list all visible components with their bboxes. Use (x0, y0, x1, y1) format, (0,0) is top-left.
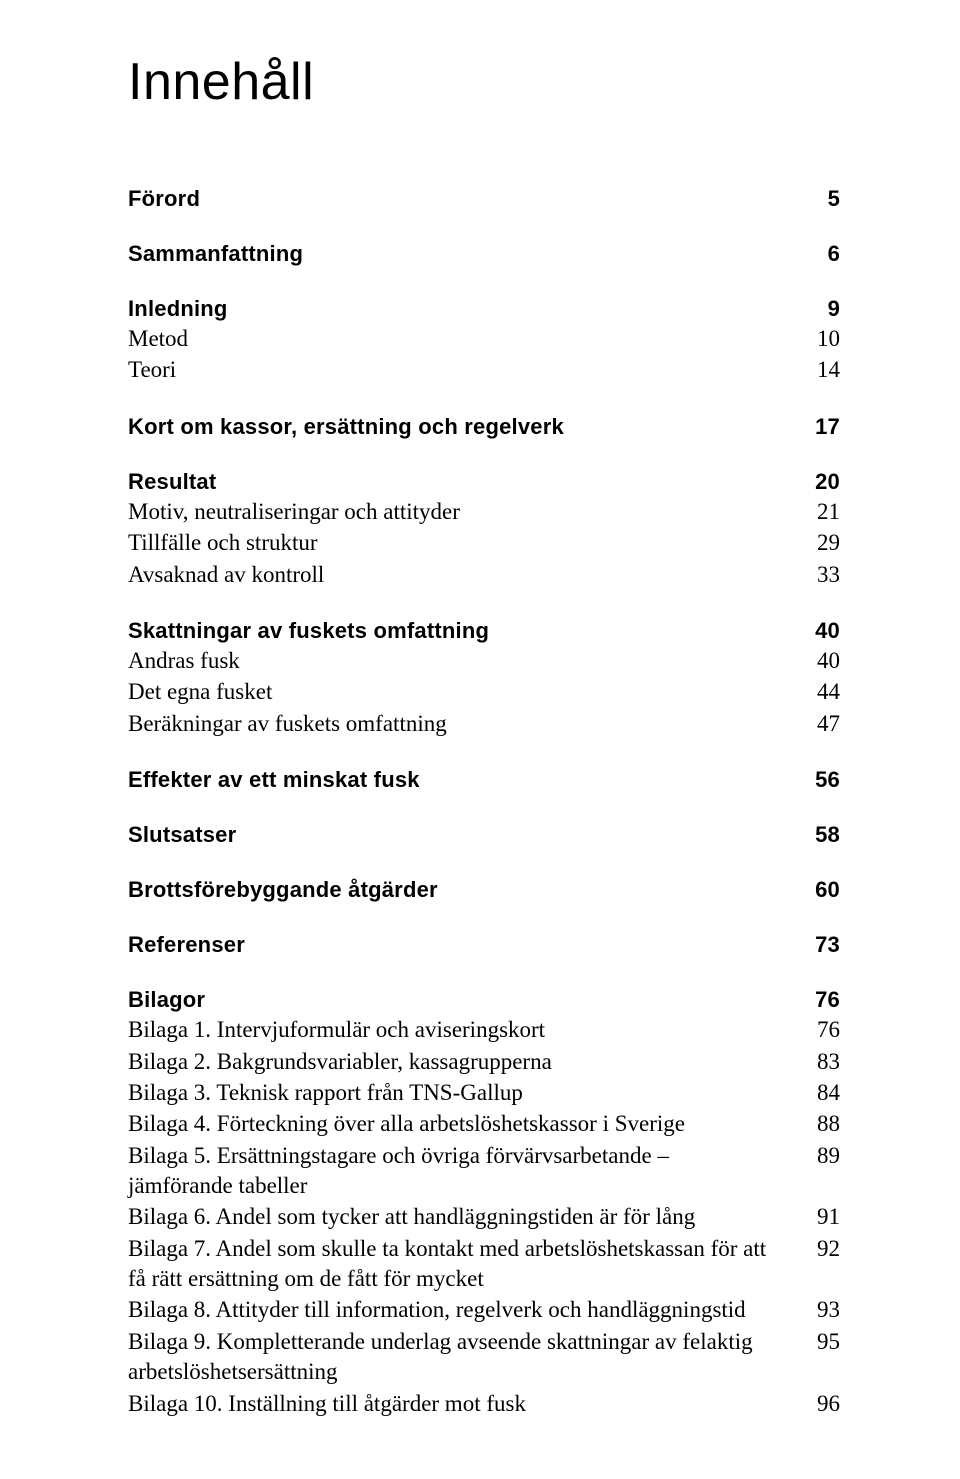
toc-entry-page: 47 (800, 709, 840, 739)
toc-entry-page: 5 (800, 184, 840, 213)
toc-entry: Det egna fusket44 (128, 677, 840, 707)
toc-entry-page: 56 (800, 765, 840, 794)
toc-entry: Teori14 (128, 355, 840, 385)
toc-entry: Bilagor76 (128, 985, 840, 1014)
toc-entry: Resultat20 (128, 467, 840, 496)
toc-entry: Förord5 (128, 184, 840, 213)
toc-entry: Bilaga 2. Bakgrundsvariabler, kassagrupp… (128, 1047, 840, 1077)
toc-entry: Beräkningar av fuskets omfattning47 (128, 709, 840, 739)
toc-entry-page: 76 (800, 985, 840, 1014)
toc-entry-page: 88 (800, 1109, 840, 1139)
toc-entry: Skattningar av fuskets omfattning40 (128, 616, 840, 645)
toc-entry: Brottsförebyggande åtgärder60 (128, 875, 840, 904)
toc-entry: Kort om kassor, ersättning och regelverk… (128, 412, 840, 441)
toc-entry-label: Bilaga 10. Inställning till åtgärder mot… (128, 1389, 800, 1419)
toc-entry-label: Kort om kassor, ersättning och regelverk (128, 412, 800, 441)
toc-entry-page: 93 (800, 1295, 840, 1325)
toc-entry-label: Förord (128, 184, 800, 213)
toc-entry-label: Bilaga 6. Andel som tycker att handläggn… (128, 1202, 800, 1232)
toc-entry-label: Bilagor (128, 985, 800, 1014)
toc-entry-label: Bilaga 8. Attityder till information, re… (128, 1295, 800, 1325)
toc-entry-label: Slutsatser (128, 820, 800, 849)
toc-entry-page: 73 (800, 930, 840, 959)
toc-entry-label: Det egna fusket (128, 677, 800, 707)
toc-entry: Bilaga 3. Teknisk rapport från TNS-Gallu… (128, 1078, 840, 1108)
toc-entry-page: 76 (800, 1015, 840, 1045)
toc-entry-label: Bilaga 4. Förteckning över alla arbetslö… (128, 1109, 800, 1139)
toc-entry: Referenser73 (128, 930, 840, 959)
toc-entry-label: Beräkningar av fuskets omfattning (128, 709, 800, 739)
toc-entry-label: Andras fusk (128, 646, 800, 676)
toc-entry: Avsaknad av kontroll33 (128, 560, 840, 590)
toc-entry-page: 96 (800, 1389, 840, 1419)
toc-entry: Bilaga 8. Attityder till information, re… (128, 1295, 840, 1325)
toc-entry: Inledning9 (128, 294, 840, 323)
toc-entry-label: Motiv, neutraliseringar och attityder (128, 497, 800, 527)
toc-entry-label: Tillfälle och struktur (128, 528, 800, 558)
toc-entry-page: 95 (800, 1327, 840, 1357)
toc-entry-label: Brottsförebyggande åtgärder (128, 875, 800, 904)
toc-entry-page: 10 (800, 324, 840, 354)
toc-entry: Andras fusk40 (128, 646, 840, 676)
toc-entry-page: 21 (800, 497, 840, 527)
toc-entry-page: 33 (800, 560, 840, 590)
toc-entry-label: Effekter av ett minskat fusk (128, 765, 800, 794)
toc-entry: Slutsatser58 (128, 820, 840, 849)
toc-entry-label: Bilaga 7. Andel som skulle ta kontakt me… (128, 1234, 800, 1295)
toc-entry-label: Skattningar av fuskets omfattning (128, 616, 800, 645)
toc-entry-page: 6 (800, 239, 840, 268)
toc-entry-label: Inledning (128, 294, 800, 323)
toc-list: Förord5Sammanfattning6Inledning9Metod10T… (128, 154, 840, 1419)
toc-entry: Bilaga 7. Andel som skulle ta kontakt me… (128, 1234, 840, 1295)
toc-entry-label: Teori (128, 355, 800, 385)
toc-entry: Bilaga 10. Inställning till åtgärder mot… (128, 1389, 840, 1419)
page-title: Innehåll (128, 52, 840, 112)
toc-page: Innehåll Förord5Sammanfattning6Inledning… (0, 0, 960, 1479)
toc-entry-page: 60 (800, 875, 840, 904)
toc-entry-label: Bilaga 5. Ersättningstagare och övriga f… (128, 1141, 800, 1202)
toc-entry-page: 89 (800, 1141, 840, 1171)
toc-entry-page: 91 (800, 1202, 840, 1232)
toc-entry: Bilaga 4. Förteckning över alla arbetslö… (128, 1109, 840, 1139)
toc-entry-page: 14 (800, 355, 840, 385)
toc-entry-page: 9 (800, 294, 840, 323)
toc-entry: Metod10 (128, 324, 840, 354)
toc-entry-page: 83 (800, 1047, 840, 1077)
toc-entry-page: 92 (800, 1234, 840, 1264)
toc-entry-page: 20 (800, 467, 840, 496)
toc-entry-label: Bilaga 2. Bakgrundsvariabler, kassagrupp… (128, 1047, 800, 1077)
toc-entry: Bilaga 5. Ersättningstagare och övriga f… (128, 1141, 840, 1202)
toc-entry-label: Referenser (128, 930, 800, 959)
toc-entry-page: 17 (800, 412, 840, 441)
toc-entry-page: 58 (800, 820, 840, 849)
toc-entry: Effekter av ett minskat fusk56 (128, 765, 840, 794)
toc-entry-label: Bilaga 3. Teknisk rapport från TNS-Gallu… (128, 1078, 800, 1108)
toc-entry-label: Avsaknad av kontroll (128, 560, 800, 590)
toc-entry: Motiv, neutraliseringar och attityder21 (128, 497, 840, 527)
toc-entry: Bilaga 6. Andel som tycker att handläggn… (128, 1202, 840, 1232)
toc-entry: Tillfälle och struktur29 (128, 528, 840, 558)
toc-entry-page: 29 (800, 528, 840, 558)
toc-entry: Bilaga 9. Kompletterande underlag avseen… (128, 1327, 840, 1388)
toc-entry-label: Resultat (128, 467, 800, 496)
toc-entry: Sammanfattning6 (128, 239, 840, 268)
toc-entry-page: 40 (800, 646, 840, 676)
toc-entry-label: Bilaga 9. Kompletterande underlag avseen… (128, 1327, 800, 1388)
toc-entry-page: 40 (800, 616, 840, 645)
toc-entry-label: Bilaga 1. Intervjuformulär och avisering… (128, 1015, 800, 1045)
toc-entry-page: 84 (800, 1078, 840, 1108)
toc-entry: Bilaga 1. Intervjuformulär och avisering… (128, 1015, 840, 1045)
toc-entry-label: Sammanfattning (128, 239, 800, 268)
toc-entry-label: Metod (128, 324, 800, 354)
toc-entry-page: 44 (800, 677, 840, 707)
